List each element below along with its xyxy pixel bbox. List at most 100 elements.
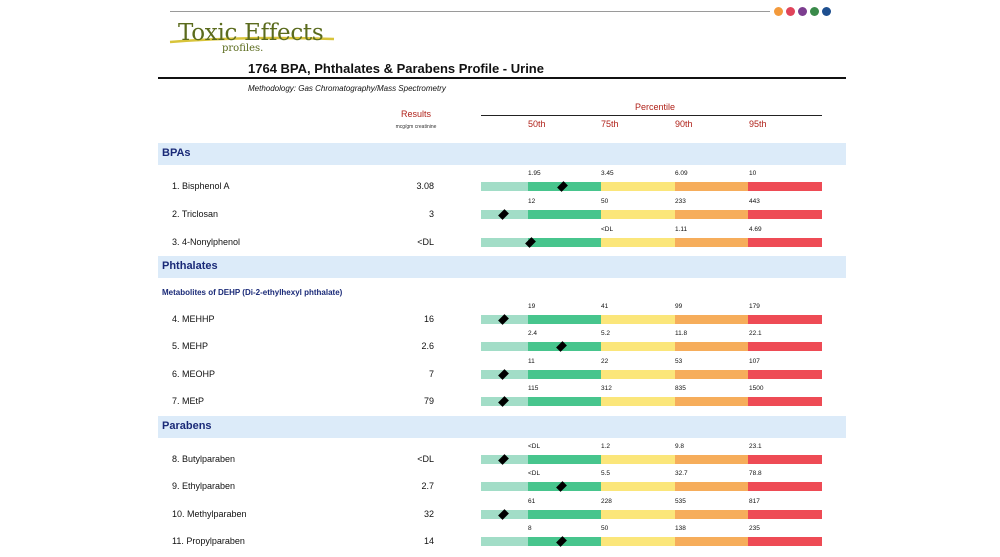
row-label: 10. Methylparaben <box>172 509 247 519</box>
percentile-value: 9.8 <box>675 443 685 450</box>
bar-segment-red <box>748 397 822 406</box>
percentile-bar <box>481 210 822 219</box>
percentile-value: 5.5 <box>601 470 611 477</box>
bar-segment-red <box>748 238 822 247</box>
percentile-value: 817 <box>749 498 760 505</box>
row-label: 11. Propylparaben <box>172 536 245 546</box>
percentile-value: <DL <box>601 226 614 233</box>
percentile-bar <box>481 342 822 351</box>
brand-dot <box>798 7 807 16</box>
page-title: 1764 BPA, Phthalates & Parabens Profile … <box>248 61 544 76</box>
row-result: 16 <box>423 314 434 324</box>
percentile-value: 5.2 <box>601 330 611 337</box>
bar-segment-yellow <box>601 238 675 247</box>
bar-segment-green <box>528 210 601 219</box>
row-result: 3 <box>428 209 434 219</box>
row-result: 2.7 <box>421 481 434 491</box>
logo-swoosh-icon <box>169 36 335 44</box>
brand-dot <box>786 7 795 16</box>
row-label: 2. Triclosan <box>172 209 219 219</box>
bar-segment-orange <box>675 482 748 491</box>
percentile-value: 1500 <box>749 385 764 392</box>
percentile-value: <DL <box>528 470 541 477</box>
percentile-value: 12 <box>528 198 536 205</box>
bar-segment-red <box>748 210 822 219</box>
logo-subtext: profiles. <box>222 43 264 54</box>
percentile-rule <box>481 115 822 116</box>
bar-segment-yellow <box>601 482 675 491</box>
percentile-value: 4.69 <box>749 226 762 233</box>
row-label: 6. MEOHP <box>172 369 216 379</box>
percentile-value: 1.2 <box>601 443 611 450</box>
section-header-bpas: BPAs <box>158 143 846 165</box>
bar-segment-mint <box>481 482 528 491</box>
bar-segment-orange <box>675 182 748 191</box>
section-title: BPAs <box>162 147 191 159</box>
row-result: 7 <box>428 369 434 379</box>
percentile-bar <box>481 482 822 491</box>
bar-segment-red <box>748 370 822 379</box>
bar-segment-red <box>748 510 822 519</box>
bar-segment-yellow <box>601 397 675 406</box>
percentile-value: 50 <box>601 525 609 532</box>
bar-segment-yellow <box>601 510 675 519</box>
bar-segment-mint <box>481 537 528 546</box>
bar-segment-green <box>528 238 601 247</box>
bar-segment-yellow <box>601 342 675 351</box>
results-header: Results <box>400 109 431 119</box>
percentile-col-95: 95th <box>749 119 767 129</box>
percentile-bar <box>481 315 822 324</box>
percentile-value: 11 <box>528 358 535 365</box>
percentile-value: 3.45 <box>601 170 614 177</box>
row-result: <DL <box>417 237 434 247</box>
percentile-value: 99 <box>675 303 683 310</box>
row-result: 79 <box>423 396 434 406</box>
percentile-value: 61 <box>528 498 536 505</box>
percentile-value: 50 <box>601 198 609 205</box>
percentile-bar <box>481 370 822 379</box>
percentile-value: 312 <box>601 385 612 392</box>
section-header-phthalates: Phthalates <box>158 256 846 278</box>
percentile-bar <box>481 510 822 519</box>
percentile-col-75: 75th <box>601 119 619 129</box>
section-header-parabens: Parabens <box>158 416 846 438</box>
bar-segment-red <box>748 455 822 464</box>
percentile-value: 22 <box>601 358 609 365</box>
percentile-value: 535 <box>675 498 686 505</box>
bar-segment-orange <box>675 455 748 464</box>
bar-segment-green <box>528 510 601 519</box>
percentile-value: 179 <box>749 303 760 310</box>
percentile-value: 2.4 <box>528 330 538 337</box>
bar-segment-orange <box>675 342 748 351</box>
section-title: Phthalates <box>162 260 218 272</box>
percentile-value: 228 <box>601 498 612 505</box>
bar-segment-orange <box>675 315 748 324</box>
bar-segment-green <box>528 370 601 379</box>
subsection-title: Metabolites of DEHP (Di-2-ethylhexyl pht… <box>162 288 343 297</box>
bar-segment-yellow <box>601 210 675 219</box>
row-label: 7. MEtP <box>172 396 205 406</box>
percentile-value: <DL <box>528 443 541 450</box>
percentile-bar <box>481 397 822 406</box>
bar-segment-orange <box>675 397 748 406</box>
percentile-col-90: 90th <box>675 119 693 129</box>
bar-segment-mint <box>481 238 528 247</box>
row-label: 3. 4-Nonylphenol <box>172 237 241 247</box>
brand-dot <box>774 7 783 16</box>
row-label: 8. Butylparaben <box>172 454 236 464</box>
bar-segment-orange <box>675 370 748 379</box>
bar-segment-green <box>528 315 601 324</box>
percentile-bar <box>481 537 822 546</box>
results-units: mcg/gm creatinine <box>395 124 437 130</box>
percentile-value: 1.11 <box>675 226 688 233</box>
percentile-value: 138 <box>675 525 686 532</box>
methodology: Methodology: Gas Chromatography/Mass Spe… <box>248 84 446 93</box>
percentile-value: 19 <box>528 303 536 310</box>
row-label: 5. MEHP <box>172 341 209 351</box>
section-title: Parabens <box>162 420 212 432</box>
bar-segment-orange <box>675 210 748 219</box>
bar-segment-red <box>748 182 822 191</box>
percentile-value: 41 <box>601 303 609 310</box>
row-result: <DL <box>417 454 434 464</box>
percentile-value: 115 <box>528 385 539 392</box>
